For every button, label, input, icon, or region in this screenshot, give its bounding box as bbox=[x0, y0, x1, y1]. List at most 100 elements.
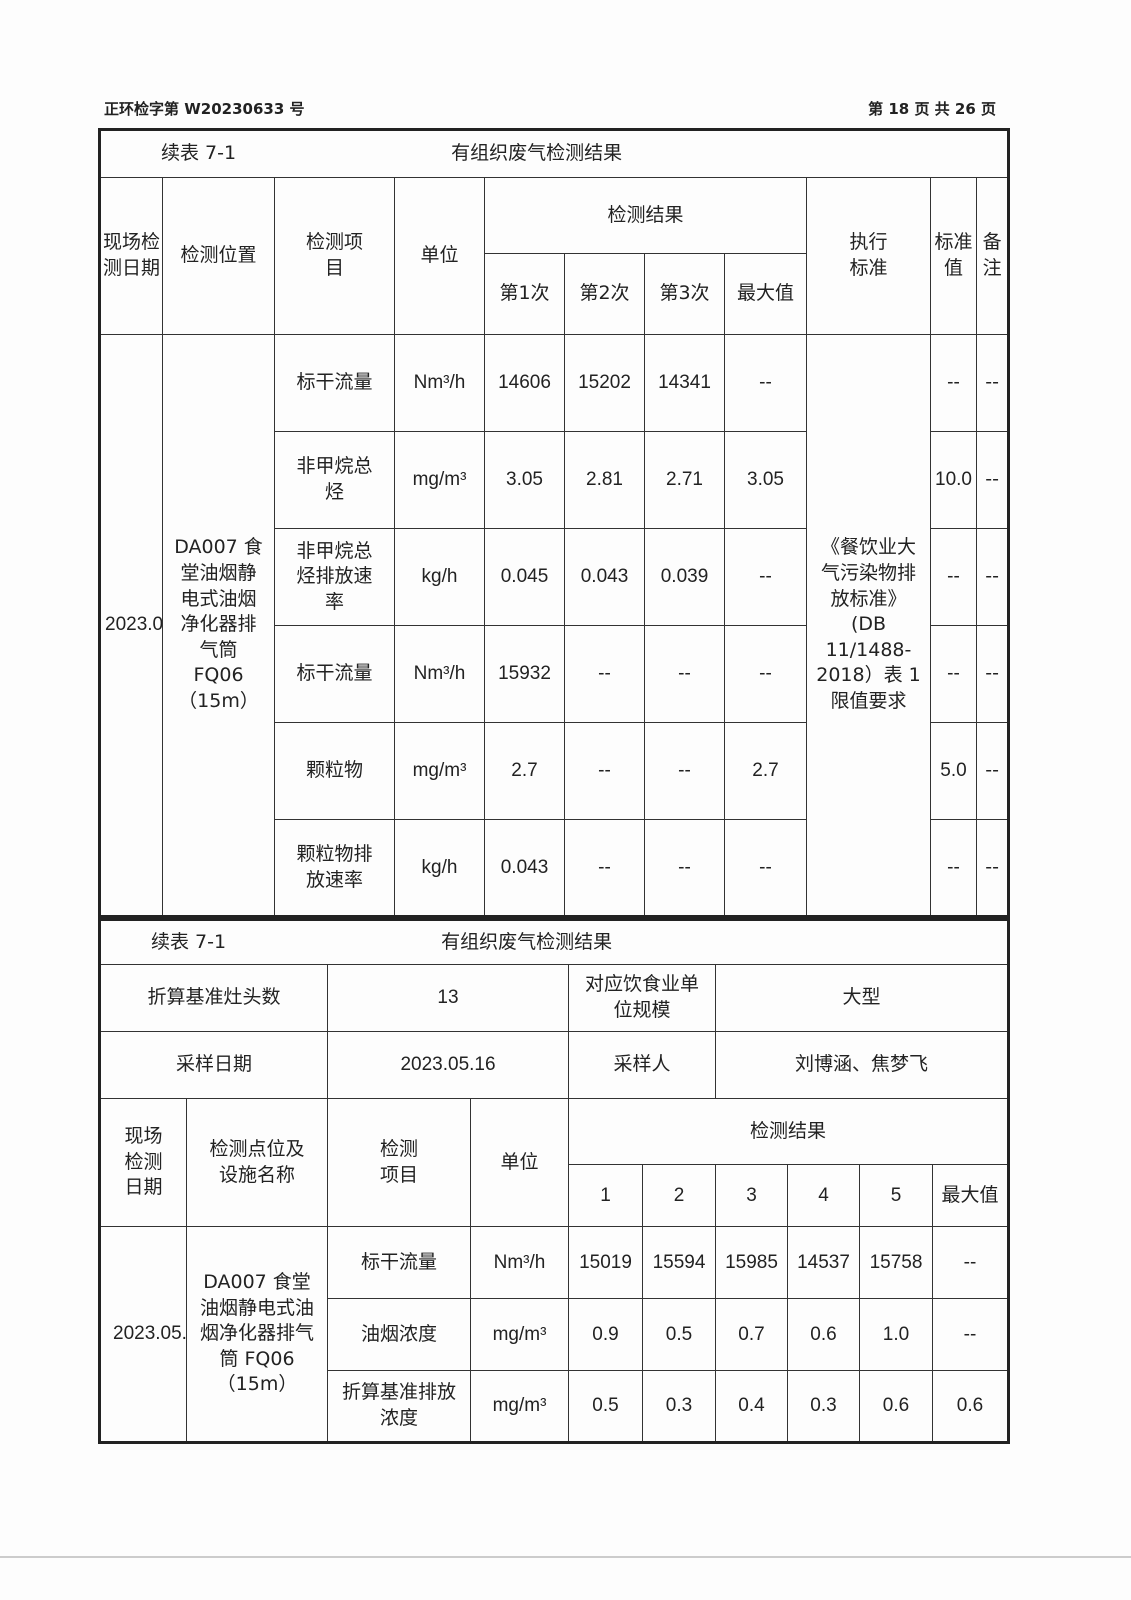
stoves-value: 13 bbox=[327, 964, 569, 1032]
value-max: 2.7 bbox=[724, 722, 807, 820]
header-r2: 第2次 bbox=[564, 253, 645, 335]
value-5: 1.0 bbox=[859, 1298, 933, 1371]
unit: mg/m³ bbox=[470, 1370, 569, 1443]
header-date: 现场检测日期 bbox=[99, 1098, 187, 1227]
limit: -- bbox=[930, 625, 977, 723]
document-number: 正环检字第 W20230633 号 bbox=[104, 100, 305, 118]
location: DA007 食堂油烟静电式油烟净化器排气筒 FQ06（15m） bbox=[162, 334, 275, 917]
value-2: 0.5 bbox=[642, 1298, 716, 1371]
header-r1: 第1次 bbox=[484, 253, 565, 335]
header-location: 检测点位及设施名称 bbox=[186, 1098, 328, 1227]
header-max: 最大值 bbox=[932, 1164, 1009, 1227]
sampling-date-label: 采样日期 bbox=[99, 1031, 328, 1099]
header-item: 检测项目 bbox=[274, 177, 395, 335]
limit: -- bbox=[930, 819, 977, 917]
header-standard: 执行标准 bbox=[806, 177, 931, 335]
sampler-label: 采样人 bbox=[568, 1031, 716, 1099]
table-row: 油烟浓度 mg/m³ 0.9 0.5 0.7 0.6 1.0 -- bbox=[100, 1298, 1009, 1371]
unit: Nm³/h bbox=[394, 334, 485, 432]
header-c1: 1 bbox=[568, 1164, 643, 1227]
value-3: 0.7 bbox=[715, 1298, 788, 1371]
value-2: 0.3 bbox=[642, 1370, 716, 1443]
value-1: 15019 bbox=[568, 1226, 643, 1299]
item: 颗粒物排放速率 bbox=[274, 819, 395, 917]
exhaust-gas-results-table-2: 续表 7-1 有组织废气检测结果 折算基准灶头数 13 对应饮食业单位规模 大型 … bbox=[98, 918, 1010, 1444]
value-r3: -- bbox=[644, 625, 725, 723]
limit: 5.0 bbox=[930, 722, 977, 820]
value-r3: -- bbox=[644, 819, 725, 917]
value-max: 3.05 bbox=[724, 431, 807, 529]
value-r3: -- bbox=[644, 722, 725, 820]
value-4: 0.6 bbox=[787, 1298, 860, 1371]
exhaust-gas-results-table-1: 续表 7-1 有组织废气检测结果 现场检测日期 检测位置 检测项目 单位 检测结果… bbox=[98, 128, 1011, 918]
header-location: 检测位置 bbox=[162, 177, 275, 335]
header-note: 备注 bbox=[975, 177, 1010, 335]
value-3: 15985 bbox=[715, 1226, 788, 1299]
value-r1: 14606 bbox=[484, 334, 565, 432]
standard: 《餐饮业大气污染物排放标准》(DB 11/1488-2018）表 1 限值要求 bbox=[806, 334, 931, 917]
unit: Nm³/h bbox=[470, 1226, 569, 1299]
table-row: 颗粒物排放速率 kg/h 0.043 -- -- -- -- -- bbox=[100, 819, 1010, 917]
item: 颗粒物 bbox=[274, 722, 395, 820]
note: -- bbox=[975, 334, 1010, 432]
value-5: 15758 bbox=[859, 1226, 933, 1299]
note: -- bbox=[975, 528, 1010, 626]
value-r3: 0.039 bbox=[644, 528, 725, 626]
value-r3: 2.71 bbox=[644, 431, 725, 529]
unit: mg/m³ bbox=[394, 431, 485, 529]
value-1: 0.5 bbox=[568, 1370, 643, 1443]
value-5: 0.6 bbox=[859, 1370, 933, 1443]
unit: kg/h bbox=[394, 819, 485, 917]
item: 油烟浓度 bbox=[327, 1298, 471, 1371]
table-title: 有组织废气检测结果 bbox=[441, 930, 613, 953]
value-r1: 15932 bbox=[484, 625, 565, 723]
page-bottom-edge bbox=[0, 1556, 1131, 1558]
item: 折算基准排放浓度 bbox=[327, 1370, 471, 1443]
table-row: 2023.05.16DA007 食堂油烟静电式油烟净化器排气筒 FQ06（15m… bbox=[99, 1226, 1009, 1443]
value-r2: 15202 bbox=[564, 334, 645, 432]
item: 标干流量 bbox=[274, 625, 395, 723]
note: -- bbox=[975, 722, 1010, 820]
header-c5: 5 bbox=[859, 1164, 933, 1227]
item: 非甲烷总烃 bbox=[274, 431, 395, 529]
header-r3: 第3次 bbox=[644, 253, 725, 335]
header-date: 现场检测日期 bbox=[99, 177, 163, 335]
header-item: 检测项目 bbox=[327, 1098, 471, 1227]
sampling-date: 2023.05.16 bbox=[99, 334, 163, 917]
unit: kg/h bbox=[394, 528, 485, 626]
value-max: -- bbox=[724, 334, 807, 432]
value-2: 15594 bbox=[642, 1226, 716, 1299]
header-c4: 4 bbox=[787, 1164, 860, 1227]
item: 标干流量 bbox=[327, 1226, 471, 1299]
table-label: 续表 7-1 bbox=[161, 142, 237, 165]
value-r1: 0.043 bbox=[484, 819, 565, 917]
note: -- bbox=[975, 431, 1010, 529]
table-row: 非甲烷总烃 mg/m³ 3.05 2.81 2.71 3.05 10.0 -- bbox=[100, 431, 1010, 529]
note: -- bbox=[975, 625, 1010, 723]
limit: 10.0 bbox=[930, 431, 977, 529]
limit: -- bbox=[930, 334, 977, 432]
unit: mg/m³ bbox=[470, 1298, 569, 1371]
table-row: 颗粒物 mg/m³ 2.7 -- -- 2.7 5.0 -- bbox=[100, 722, 1010, 820]
table-label: 续表 7-1 bbox=[151, 930, 227, 953]
value-max: -- bbox=[932, 1298, 1009, 1371]
table-row: 2023.05.16DA007 食堂油烟静电式油烟净化器排气筒 FQ06（15m… bbox=[99, 334, 1010, 917]
sampler-value: 刘博涵、焦梦飞 bbox=[715, 1031, 1009, 1099]
table-row: 折算基准排放浓度 mg/m³ 0.5 0.3 0.4 0.3 0.6 0.6 bbox=[100, 1370, 1009, 1443]
value-r1: 2.7 bbox=[484, 722, 565, 820]
value-max: -- bbox=[724, 528, 807, 626]
header-max: 最大值 bbox=[724, 253, 807, 335]
scale-value: 大型 bbox=[715, 964, 1009, 1032]
value-r1: 0.045 bbox=[484, 528, 565, 626]
value-max: -- bbox=[932, 1226, 1009, 1299]
location: DA007 食堂油烟静电式油烟净化器排气筒 FQ06（15m） bbox=[186, 1226, 328, 1443]
header-results: 检测结果 bbox=[484, 177, 807, 254]
value-r2: -- bbox=[564, 625, 645, 723]
value-4: 14537 bbox=[787, 1226, 860, 1299]
table-row: 非甲烷总烃排放速率 kg/h 0.045 0.043 0.039 -- -- -- bbox=[100, 528, 1010, 626]
item: 标干流量 bbox=[274, 334, 395, 432]
value-max: -- bbox=[724, 819, 807, 917]
value-r2: -- bbox=[564, 819, 645, 917]
value-max: -- bbox=[724, 625, 807, 723]
header-c3: 3 bbox=[715, 1164, 788, 1227]
